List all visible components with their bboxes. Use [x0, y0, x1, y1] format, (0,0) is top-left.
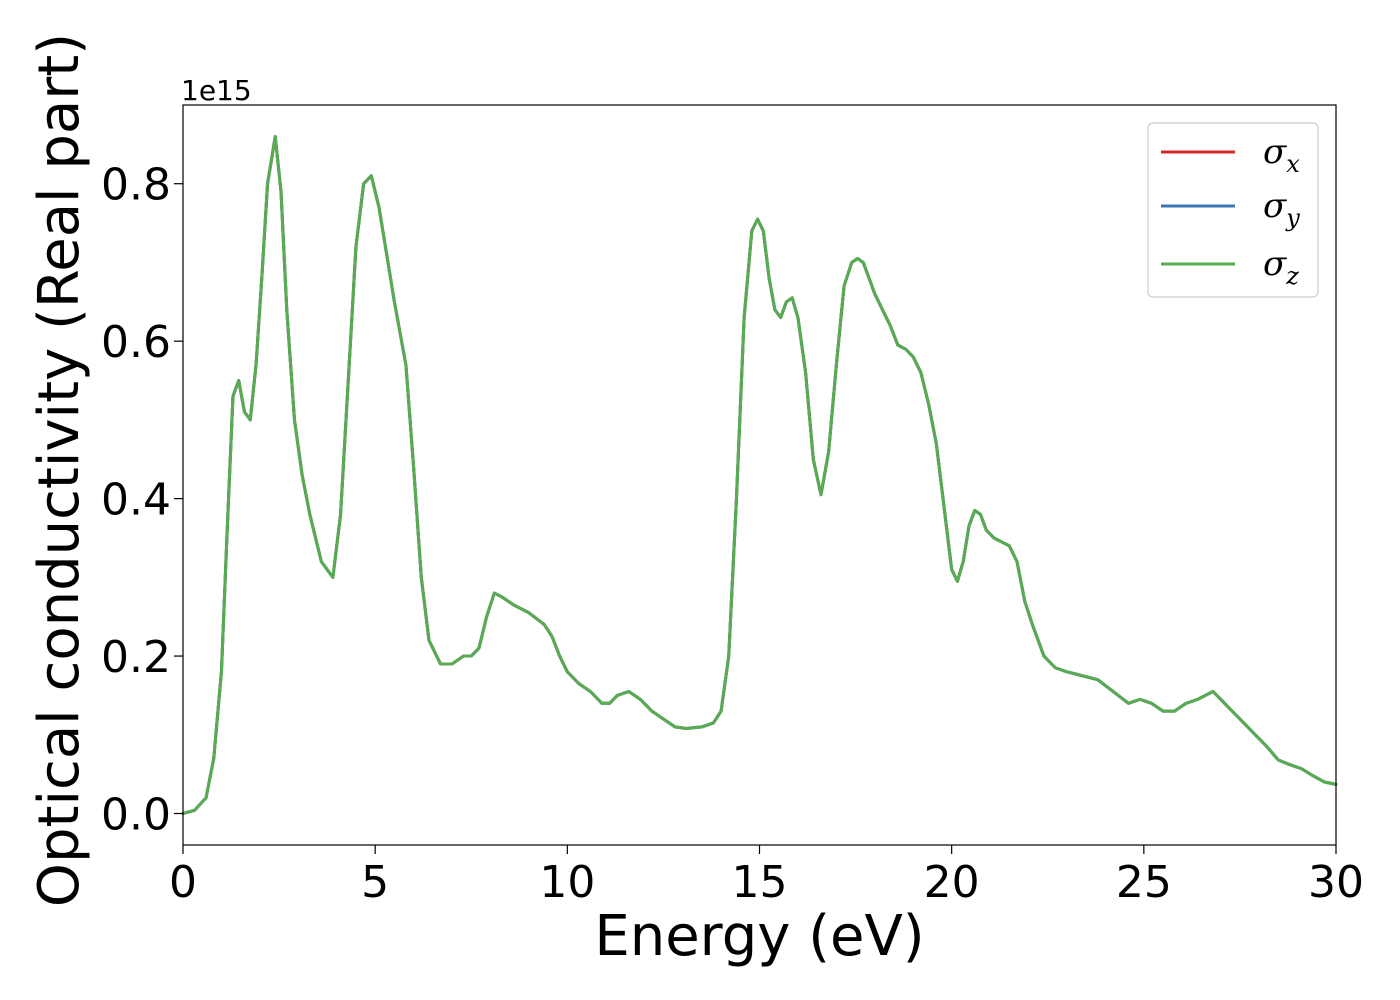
x-tick-label: 5	[361, 857, 389, 908]
series-line-z	[181, 134, 1338, 816]
y-tick-label: 0.4	[101, 475, 171, 526]
x-axis-label: Energy (eV)	[594, 904, 924, 969]
axis-ticks: 0 5 10 15 20 25 30 0.0 0.2 0.4 0.6 0.8	[101, 160, 1364, 908]
x-tick-label: 20	[924, 857, 980, 908]
plot-area-frame	[182, 104, 1337, 846]
y-tick-label: 0.2	[101, 632, 171, 683]
y-tick-label: 0.6	[101, 317, 171, 368]
legend-frame	[1147, 122, 1319, 298]
x-tick-label: 25	[1116, 857, 1172, 908]
x-tick-label: 0	[169, 857, 197, 908]
legend-label-x: σx	[1263, 132, 1300, 178]
plot-lines	[181, 134, 1338, 816]
x-tick-label: 30	[1308, 857, 1364, 908]
y-tick-label: 0.0	[101, 790, 171, 841]
y-tick-label: 0.8	[101, 160, 171, 211]
x-tick-label: 15	[732, 857, 788, 908]
y-axis-offset-label: 1e15	[181, 74, 252, 107]
y-axis-label: Optical conductivity (Real part)	[27, 33, 92, 907]
x-tick-label: 10	[539, 857, 595, 908]
